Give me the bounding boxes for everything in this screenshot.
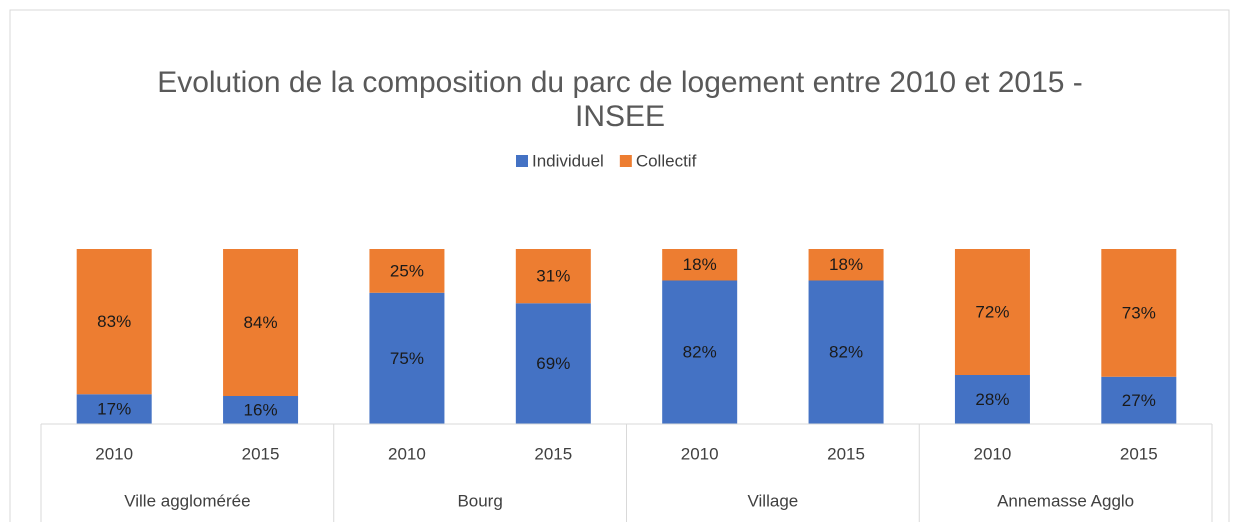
data-label: 27% [1122, 391, 1156, 410]
data-label: 18% [683, 255, 717, 274]
x-tick-label: 2015 [242, 444, 280, 463]
bar-segment [369, 292, 445, 424]
group-label: Village [748, 491, 799, 510]
x-tick-label: 2010 [974, 444, 1012, 463]
data-label: 18% [829, 255, 863, 274]
bar-segment [808, 249, 884, 281]
data-label: 83% [97, 312, 131, 331]
bar-segment [223, 396, 299, 424]
x-tick-label: 2015 [1120, 444, 1158, 463]
x-tick-label: 2010 [95, 444, 133, 463]
bar-segment [954, 249, 1030, 375]
legend-label: Collectif [636, 151, 697, 170]
data-label: 82% [829, 343, 863, 362]
legend-swatch [619, 155, 632, 167]
bar-segment [76, 249, 152, 395]
data-label: 73% [1122, 303, 1156, 322]
x-tick-label: 2015 [827, 444, 865, 463]
bar-segment [1101, 376, 1177, 424]
chart-title: Evolution de la composition du parc de l… [157, 66, 1083, 133]
bar-segment [515, 249, 591, 304]
data-label: 84% [244, 313, 278, 332]
x-tick-label: 2015 [534, 444, 572, 463]
bar-segment [808, 280, 884, 424]
group-label: Bourg [457, 491, 502, 510]
data-label: 72% [975, 302, 1009, 321]
group-label: Annemasse Agglo [997, 491, 1134, 510]
data-label: 31% [536, 267, 570, 286]
data-label: 82% [683, 343, 717, 362]
bar-segment [515, 303, 591, 424]
bar-segment [1101, 249, 1177, 377]
bar-segment [662, 280, 738, 424]
bar-segment [76, 394, 152, 424]
data-label: 17% [97, 400, 131, 419]
data-label: 25% [390, 261, 424, 280]
group-label: Ville agglomérée [124, 491, 250, 510]
data-label: 69% [536, 354, 570, 373]
legend-label: Individuel [532, 151, 604, 170]
bar-segment [954, 375, 1030, 424]
legend-swatch [516, 155, 528, 167]
data-label: 16% [244, 400, 278, 419]
bar-segment [369, 249, 445, 293]
x-tick-label: 2010 [388, 444, 426, 463]
data-label: 75% [390, 349, 424, 368]
x-tick-label: 2010 [681, 444, 719, 463]
bar-segment [223, 249, 299, 396]
chart-border [9, 9, 1230, 522]
bar-segment [662, 249, 738, 281]
data-label: 28% [975, 390, 1009, 409]
